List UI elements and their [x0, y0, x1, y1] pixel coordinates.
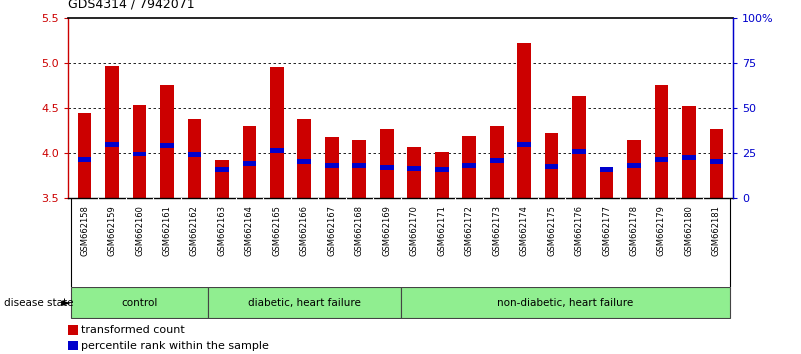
Text: GSM662180: GSM662180 [685, 205, 694, 256]
Bar [408, 166, 421, 171]
Bar [243, 161, 256, 166]
Bar [489, 126, 504, 198]
Text: GSM662160: GSM662160 [135, 205, 144, 256]
Bar [325, 137, 339, 198]
Bar [682, 106, 696, 198]
Bar [408, 147, 421, 198]
Bar [215, 167, 229, 172]
Bar [297, 159, 312, 164]
Bar [627, 141, 641, 198]
Bar [325, 163, 339, 168]
Bar [380, 129, 393, 198]
Text: ►: ► [62, 298, 70, 308]
Text: diabetic, heart failure: diabetic, heart failure [248, 298, 360, 308]
Text: GSM662171: GSM662171 [437, 205, 446, 256]
Bar [600, 167, 614, 172]
Bar [133, 105, 147, 198]
Text: disease state: disease state [4, 298, 74, 308]
Text: GSM662166: GSM662166 [300, 205, 309, 256]
Text: GSM662173: GSM662173 [492, 205, 501, 256]
Bar [208, 287, 400, 318]
Bar [160, 85, 174, 198]
Bar [545, 133, 558, 198]
Text: GSM662163: GSM662163 [217, 205, 227, 256]
Text: GSM662174: GSM662174 [520, 205, 529, 256]
Text: GSM662179: GSM662179 [657, 205, 666, 256]
Bar [572, 149, 586, 154]
Text: GSM662161: GSM662161 [163, 205, 171, 256]
Text: GSM662181: GSM662181 [712, 205, 721, 256]
Text: GSM662165: GSM662165 [272, 205, 281, 256]
Text: GSM662176: GSM662176 [574, 205, 584, 256]
Bar [78, 157, 91, 162]
Bar [517, 142, 531, 147]
Bar [215, 160, 229, 198]
Bar [270, 67, 284, 198]
Bar [160, 143, 174, 148]
Bar [682, 155, 696, 160]
Text: GSM662168: GSM662168 [355, 205, 364, 256]
Text: GSM662164: GSM662164 [245, 205, 254, 256]
Bar [489, 158, 504, 163]
Text: transformed count: transformed count [81, 325, 185, 335]
Bar [105, 142, 119, 147]
Text: GSM662177: GSM662177 [602, 205, 611, 256]
Bar [243, 126, 256, 198]
Bar [78, 113, 91, 198]
Text: GSM662178: GSM662178 [630, 205, 638, 256]
Text: GSM662159: GSM662159 [107, 205, 116, 256]
Bar [545, 164, 558, 169]
Text: non-diabetic, heart failure: non-diabetic, heart failure [497, 298, 634, 308]
Bar [270, 148, 284, 153]
Bar [297, 119, 312, 198]
Bar [710, 159, 723, 164]
Bar [462, 163, 476, 168]
Bar [187, 119, 201, 198]
Bar [105, 65, 119, 198]
Text: GDS4314 / 7942071: GDS4314 / 7942071 [68, 0, 195, 11]
Bar [517, 43, 531, 198]
Text: GSM662158: GSM662158 [80, 205, 89, 256]
Bar [187, 153, 201, 158]
Bar [133, 152, 147, 156]
Text: GSM662175: GSM662175 [547, 205, 556, 256]
Bar [710, 129, 723, 198]
Bar [654, 85, 668, 198]
Bar [352, 163, 366, 168]
Bar [654, 157, 668, 162]
Text: GSM662172: GSM662172 [465, 205, 473, 256]
Bar [435, 167, 449, 172]
Bar [400, 287, 731, 318]
Bar [435, 152, 449, 198]
Bar [462, 136, 476, 198]
Bar [380, 165, 393, 170]
Text: GSM662169: GSM662169 [382, 205, 391, 256]
Text: GSM662170: GSM662170 [410, 205, 419, 256]
Bar [572, 96, 586, 198]
Text: GSM662162: GSM662162 [190, 205, 199, 256]
Bar [70, 287, 208, 318]
Text: percentile rank within the sample: percentile rank within the sample [81, 341, 269, 350]
Text: control: control [121, 298, 158, 308]
Text: GSM662167: GSM662167 [328, 205, 336, 256]
Bar [352, 141, 366, 198]
Bar [600, 169, 614, 198]
Bar [627, 163, 641, 168]
